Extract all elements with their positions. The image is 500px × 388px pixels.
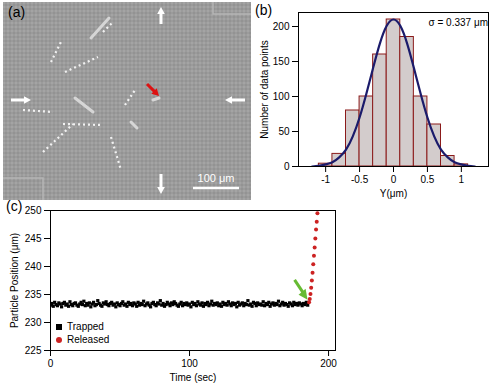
svg-text:0.5: 0.5	[420, 174, 434, 185]
svg-text:Particle Position (μm): Particle Position (μm)	[9, 233, 20, 328]
svg-text:235: 235	[25, 289, 42, 300]
html-text:Released: Released	[67, 334, 110, 345]
svg-text:σ = 0.337 μm: σ = 0.337 μm	[429, 17, 488, 28]
svg-text:0: 0	[391, 174, 397, 185]
svg-text:Time (sec): Time (sec)	[170, 372, 217, 383]
svg-text:200: 200	[273, 21, 290, 32]
svg-text:-1: -1	[321, 174, 330, 185]
svg-text:Number of data points: Number of data points	[259, 40, 270, 138]
svg-text:150: 150	[273, 56, 290, 67]
svg-text:230: 230	[25, 317, 42, 328]
html-text:(b): (b)	[255, 2, 273, 18]
svg-text:100: 100	[181, 358, 198, 369]
svg-text:100: 100	[273, 91, 290, 102]
svg-text:Y(μm): Y(μm)	[380, 188, 407, 199]
html-text:(c): (c)	[6, 198, 23, 214]
svg-text:-0.5: -0.5	[351, 174, 369, 185]
svg-text:1: 1	[459, 174, 465, 185]
svg-text:100 μm: 100 μm	[198, 172, 235, 184]
svg-text:245: 245	[25, 233, 42, 244]
svg-text:225: 225	[25, 345, 42, 356]
svg-text:0: 0	[284, 161, 290, 172]
svg-text:0: 0	[48, 358, 54, 369]
html-text:Trapped: Trapped	[67, 321, 104, 332]
svg-text:240: 240	[25, 261, 42, 272]
svg-text:50: 50	[278, 126, 290, 137]
svg-text:250: 250	[25, 205, 42, 216]
svg-text:(a): (a)	[8, 4, 25, 20]
svg-text:200: 200	[320, 358, 337, 369]
